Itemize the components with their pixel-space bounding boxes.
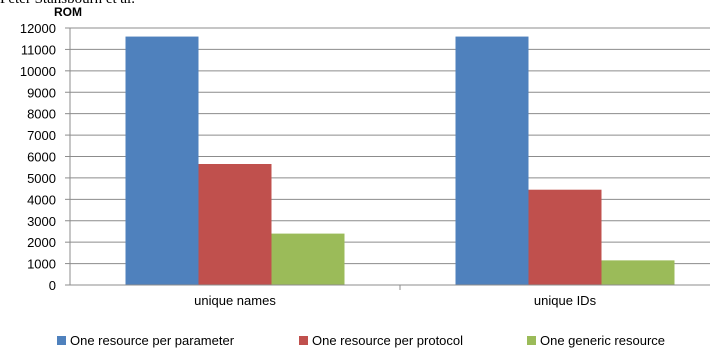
bar [455,36,529,285]
legend-swatch [527,336,536,345]
y-axis-ticks: 0 1000 2000 3000 4000 5000 6000 7000 8000 9000 100… [20,21,70,293]
category-label: unique IDs [534,293,597,308]
legend-label: One resource per protocol [312,333,463,348]
bars [125,36,675,285]
y-tick-label: 5000 [27,171,56,186]
y-tick-label: 3000 [27,214,56,229]
legend-swatch [57,336,66,345]
y-tick-label: 4000 [27,192,56,207]
legend-swatch [299,336,308,345]
bar [198,163,272,285]
y-tick-label: 7000 [27,128,56,143]
bar [125,36,199,285]
bar [528,189,602,285]
y-tick-label: 0 [49,278,56,293]
y-tick-label: 10000 [20,64,56,79]
y-tick-label: 11000 [21,42,56,57]
chart-title: ROM [54,5,82,19]
y-tick-label: 6000 [27,150,56,165]
category-labels: unique names unique IDs [194,293,596,308]
axes [69,28,710,290]
legend-label: One resource per parameter [70,333,235,348]
y-tick-label: 2000 [27,235,56,250]
y-tick-label: 8000 [27,107,56,122]
bar [601,260,675,285]
legend: One resource per parameter One resource p… [57,333,665,348]
legend-label: One generic resource [540,333,665,348]
category-label: unique names [194,293,276,308]
y-tick-label: 1000 [27,257,56,272]
cut-off-header-text: Peter Stansbourn et al. [0,0,135,8]
bar [271,233,345,285]
y-tick-label: 9000 [27,85,56,100]
y-tick-label: 12000 [20,21,56,36]
